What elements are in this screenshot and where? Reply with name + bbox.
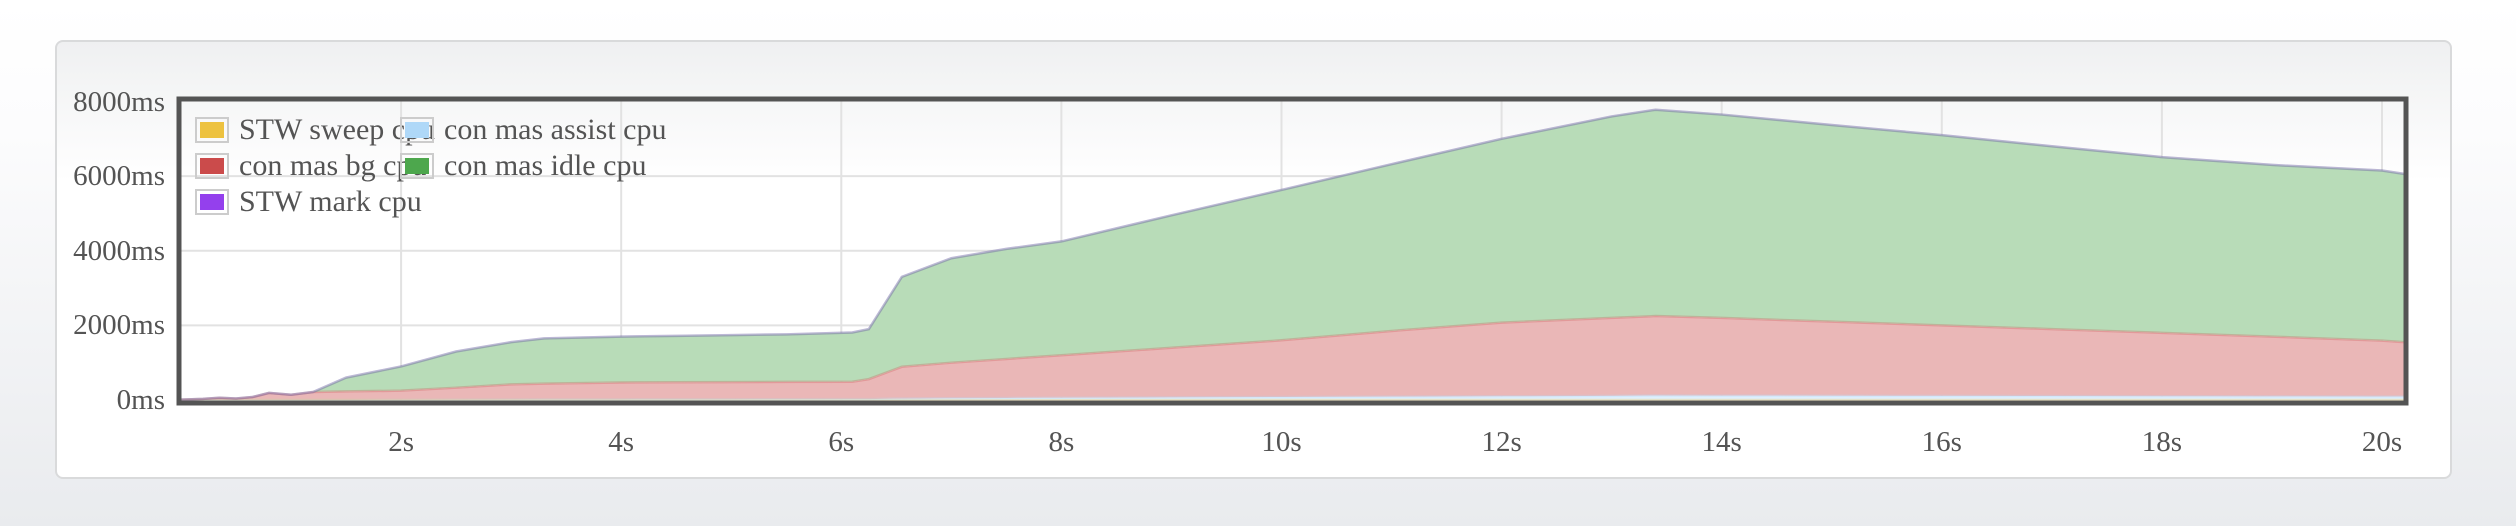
y-tick-label: 8000ms <box>73 85 165 118</box>
x-tick-label: 12s <box>1481 426 1522 458</box>
x-tick-label: 4s <box>608 426 635 458</box>
edge-con-mas-bg-cpu <box>180 314 2405 401</box>
x-tick-label: 16s <box>1921 426 1962 458</box>
gc-cpu-stacked-area-chart: 0ms 2000ms 4000ms 6000ms 8000ms 2s 4s 6s 8s 10s 1… <box>57 42 2454 481</box>
x-tick-label: 8s <box>1048 426 1075 458</box>
y-tick-label: 0ms <box>116 384 165 416</box>
y-tick-label: 6000ms <box>73 160 165 193</box>
y-tick-label: 2000ms <box>73 309 165 342</box>
area-con-mas-bg-cpu <box>181 316 2404 400</box>
x-tick-label: 10s <box>1261 426 1302 458</box>
area-con-mas-idle-cpu <box>181 109 2404 400</box>
edge-con-mas-assist-cpu <box>181 394 2405 402</box>
plot-border <box>176 96 2409 406</box>
x-tick-label: 20s <box>2361 426 2403 458</box>
edge-STW-mark-cpu <box>180 108 2405 401</box>
area-con-mas-assist-cpu <box>181 395 2404 400</box>
x-tick-label: 6s <box>828 426 855 458</box>
y-tick-label: 4000ms <box>73 234 165 267</box>
x-tick-label: 18s <box>2141 426 2183 458</box>
edge-con-mas-idle-cpu <box>180 108 2405 401</box>
x-tick-label: 2s <box>388 426 414 458</box>
plot-area <box>176 96 2409 406</box>
x-tick-label: 14s <box>1701 426 1742 458</box>
chart-panel: 0ms 2000ms 4000ms 6000ms 8000ms 2s 4s 6s 8s 10s 1… <box>55 40 2452 479</box>
